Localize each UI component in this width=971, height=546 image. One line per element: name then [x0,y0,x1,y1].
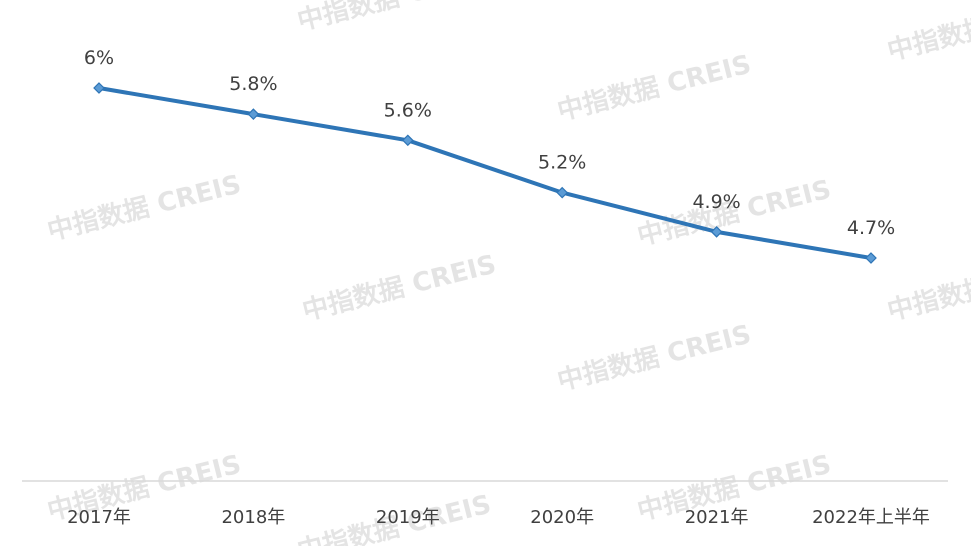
x-tick-labels: 2017年 2018年 2019年 2020年 2021年 2022年上半年 [67,507,930,528]
series-line [97,86,873,260]
x-tick-label: 2022年上半年 [812,507,930,528]
data-point-marker [401,134,414,147]
watermark-layer: 中指数据 CREIS 中指数据 CREIS 中指数据 CREIS 中指数据 CREIS… [44,0,971,546]
data-point-marker [710,225,723,238]
watermark-text: 中指数据 CREIS [44,170,244,247]
data-labels: 6% 5.8% 5.6% 5.2% 4.9% 4.7% [84,47,895,239]
data-point-marker [865,252,877,264]
x-tick-label: 2020年 [530,507,594,528]
watermark-text: 中指数据 CREIS [884,250,971,327]
data-label: 4.9% [692,191,740,213]
data-label: 5.6% [384,99,432,121]
data-label: 6% [84,47,114,69]
watermark-text: 中指数据 CREIS [554,50,754,127]
watermark-text: 中指数据 CREIS [554,320,754,397]
watermark-text: 中指数据 CREIS [299,250,499,327]
x-tick-label: 2021年 [685,507,749,528]
series-markers [93,82,877,264]
watermark-text: 中指数据 CREIS [294,0,494,37]
data-point-marker [247,108,260,121]
watermark-text: 中指数据 CREIS [634,175,834,252]
x-tick-label: 2017年 [67,507,131,528]
data-label: 5.2% [538,152,586,174]
x-tick-label: 2019年 [376,507,440,528]
x-tick-label: 2018年 [221,507,285,528]
data-point-marker [556,186,569,199]
watermark-text: 中指数据 CREIS [884,0,971,67]
data-point-marker [93,82,105,94]
data-label: 4.7% [847,217,895,239]
data-label: 5.8% [229,73,277,95]
